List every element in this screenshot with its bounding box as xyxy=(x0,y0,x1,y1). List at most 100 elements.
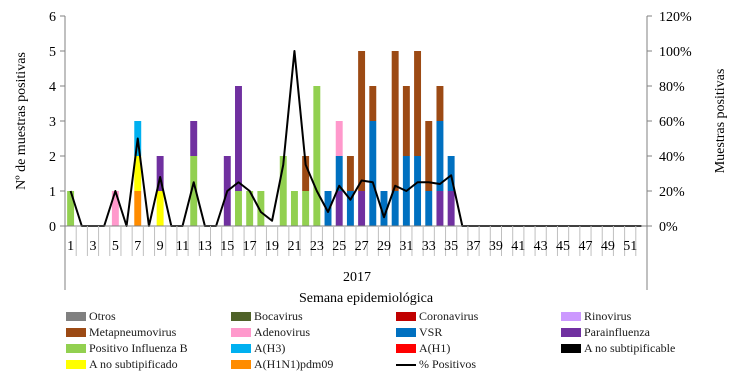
legend-swatch xyxy=(231,328,251,337)
legend-label: Otros xyxy=(89,309,116,323)
x-tick-label: 33 xyxy=(422,239,436,254)
bar-segment: Metapneumovirus – 31: 2 xyxy=(402,86,410,156)
legend-item: VSR xyxy=(396,325,561,340)
x-tick-label: 51 xyxy=(623,239,637,254)
bar-segment: Positivo Influenza B – 18: 1 xyxy=(257,191,265,226)
legend: Otros Bocavirus Coronavirus Rinovirus Metapn… xyxy=(66,309,726,372)
legend-label: A no subtipificable xyxy=(584,341,676,355)
legend-item: A(H1N1)pdm09 xyxy=(231,357,396,372)
y-left-tick-label: 3 xyxy=(49,115,56,130)
legend-item: Otros xyxy=(66,309,231,324)
y-axis-right-ticks: 0% 20% 40% 60% 80% 100% 120% xyxy=(647,10,692,235)
x-tick-label: 3 xyxy=(89,239,96,254)
bar-segment: Parainfluenza – 12: 1 xyxy=(190,121,198,156)
y-left-tick-label: 4 xyxy=(49,80,56,95)
bar-segment: Metapneumovirus – 27: 4 xyxy=(358,51,366,191)
legend-swatch xyxy=(396,344,416,353)
legend-item: Adenovirus xyxy=(231,325,396,340)
legend-label: A no subtipificado xyxy=(89,357,178,371)
x-tick-label: 41 xyxy=(511,239,525,254)
bar-segment: Positivo Influenza B – 22: 1 xyxy=(302,191,310,226)
x-tick-label: 49 xyxy=(601,239,615,254)
bar-segment: Metapneumovirus – 34: 1 xyxy=(436,86,444,121)
legend-item: Bocavirus xyxy=(231,309,396,324)
bar-segment: Metapneumovirus – 22: 1 xyxy=(302,156,310,191)
x-tick-label: 1 xyxy=(67,239,74,254)
bar-segment: Metapneumovirus – 32: 3 xyxy=(414,51,422,156)
x-tick-label: 19 xyxy=(265,239,279,254)
line-series xyxy=(69,50,642,227)
legend-swatch xyxy=(66,360,86,369)
x-tick-label: 11 xyxy=(176,239,189,254)
x-tick-label: 39 xyxy=(489,239,503,254)
bar-segment: Adenovirus – 25: 1 xyxy=(335,121,343,156)
bar-segment: VSR – 24: 1 xyxy=(324,191,332,226)
y-left-tick-label: 1 xyxy=(49,185,56,200)
legend-swatch xyxy=(66,328,86,337)
legend-item: Rinovirus xyxy=(561,309,726,324)
bar-segment: VSR – 30: 1 xyxy=(391,191,399,226)
x-tick-label: 47 xyxy=(578,239,592,254)
bar-segment: Parainfluenza – 34: 1 xyxy=(436,191,444,226)
x-tick-label: 5 xyxy=(112,239,119,254)
legend-label: VSR xyxy=(419,325,443,339)
bar-segment: Positivo Influenza B – 23: 4 xyxy=(313,86,321,226)
legend-swatch xyxy=(66,312,86,321)
bar-segment: Positivo Influenza B – 17: 1 xyxy=(246,191,254,226)
legend-item: Parainfluenza xyxy=(561,325,726,340)
legend-label: Positivo Influenza B xyxy=(89,341,188,355)
bar-segment: VSR – 33: 1 xyxy=(425,191,433,226)
bar-segment: Positivo Influenza B – 21: 1 xyxy=(290,191,298,226)
x-tick-label: 35 xyxy=(444,239,458,254)
bar-segment: Adenovirus – 5: 1 xyxy=(111,191,119,226)
y-left-tick-label: 0 xyxy=(49,220,56,235)
y-axis-left-label: Nº de muestras positivas xyxy=(14,52,29,190)
bar-segment: Metapneumovirus – 28: 1 xyxy=(369,86,377,121)
bar-segment: Parainfluenza – 35: 1 xyxy=(447,191,455,226)
legend-item: A no subtipificado xyxy=(66,357,231,372)
x-axis-ticks: 1 3 5 7 9 11 13 15 17 19 21 23 25 27 29 31 33 35 37 39 41 43 4… xyxy=(67,226,637,256)
legend-item: % Positivos xyxy=(396,357,561,372)
y-axis-right-label: Muestras positivas xyxy=(713,69,728,174)
bar-segment: Metapneumovirus – 26: 1 xyxy=(346,156,354,191)
bar-segment: VSR – 32: 2 xyxy=(414,156,422,226)
bar-segment: Metapneumovirus – 30: 4 xyxy=(391,51,399,191)
bar-segment: VSR – 34: 2 xyxy=(436,121,444,191)
legend-item: A(H3) xyxy=(231,341,396,356)
y-left-tick-label: 6 xyxy=(49,10,56,25)
y-right-tick-label: 120% xyxy=(659,10,692,25)
y-right-tick-label: 20% xyxy=(659,185,685,200)
x-tick-label: 21 xyxy=(287,239,301,254)
legend-swatch xyxy=(561,344,581,353)
legend-item: Positivo Influenza B xyxy=(66,341,231,356)
axes xyxy=(64,16,648,290)
legend-swatch xyxy=(396,328,416,337)
bar-segment: VSR – 35: 1 xyxy=(447,156,455,191)
bar-segment: VSR – 29: 1 xyxy=(380,191,388,226)
bar-segment: VSR – 25: 1 xyxy=(335,156,343,191)
legend-swatch xyxy=(561,312,581,321)
legend-swatch xyxy=(561,328,581,337)
legend-swatch xyxy=(396,312,416,321)
y-axis-left-ticks: 0 1 2 3 4 5 6 xyxy=(49,10,65,235)
legend-item: A no subtipificable xyxy=(561,341,726,356)
y-right-tick-label: 100% xyxy=(659,45,692,60)
legend-label: A(H3) xyxy=(254,341,286,355)
x-tick-label: 17 xyxy=(243,239,257,254)
x-tick-label: 23 xyxy=(310,239,324,254)
line-percent-positive xyxy=(69,50,642,227)
x-tick-label: 27 xyxy=(355,239,369,254)
y-right-tick-label: 40% xyxy=(659,150,685,165)
legend-label: Coronavirus xyxy=(419,309,479,323)
x-tick-label: 13 xyxy=(198,239,212,254)
legend-label: A(H1) xyxy=(419,341,451,355)
bar-segment: Positivo Influenza B – 1: 1 xyxy=(67,191,75,226)
bar-segment: Positivo Influenza B – 16: 1 xyxy=(235,191,242,226)
x-tick-label: 15 xyxy=(220,239,234,254)
x-tick-label: 25 xyxy=(332,239,346,254)
bar-segment: A no subtipificado – 7: 1 xyxy=(134,156,142,191)
x-tick-label: 31 xyxy=(399,239,413,254)
bar-segment: Positivo Influenza B – 20: 2 xyxy=(279,156,287,226)
bar-segment: A no subtipificado – 9: 1 xyxy=(156,191,164,226)
legend-item: Coronavirus xyxy=(396,309,561,324)
